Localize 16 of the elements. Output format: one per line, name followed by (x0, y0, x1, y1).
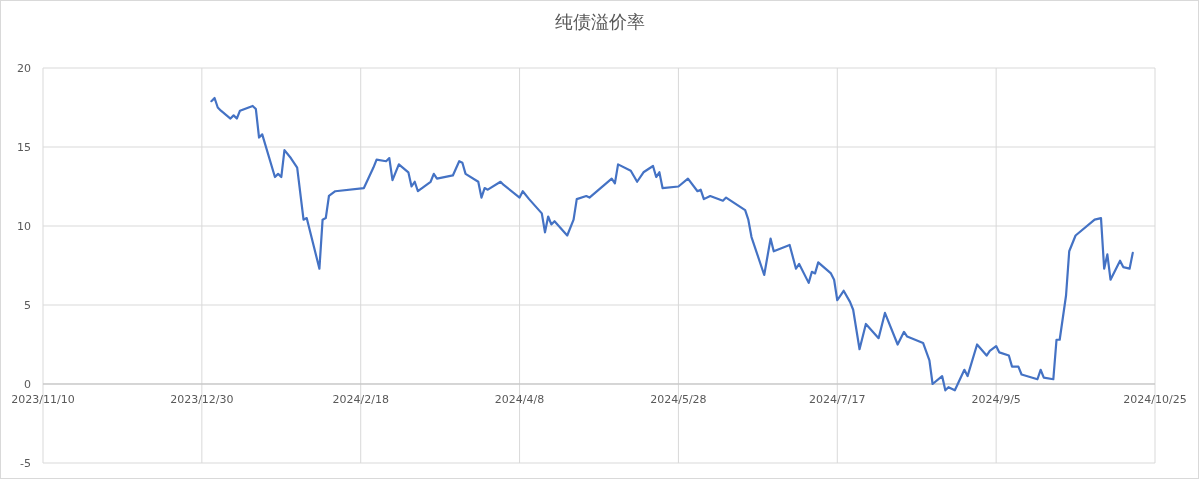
line-series (210, 96, 1134, 392)
x-tick-label: 2024/7/17 (809, 393, 866, 406)
y-tick-label: 0 (24, 378, 31, 391)
y-tick-label: 5 (24, 299, 31, 312)
x-tick-label: 2024/2/18 (332, 393, 389, 406)
x-tick-label: 2023/12/30 (170, 393, 234, 406)
x-tick-label: 2023/11/10 (11, 393, 75, 406)
y-tick-label: -5 (20, 457, 31, 470)
y-tick-label: 10 (17, 220, 31, 233)
x-tick-label: 2024/5/28 (650, 393, 707, 406)
x-tick-label: 2024/4/8 (494, 393, 545, 406)
chart-title: 纯债溢价率 (554, 11, 645, 32)
x-tick-label: 2024/9/5 (971, 393, 1021, 406)
x-tick-label: 2024/10/25 (1123, 393, 1187, 406)
y-tick-label: 15 (17, 141, 31, 154)
y-tick-label: 20 (17, 62, 31, 75)
